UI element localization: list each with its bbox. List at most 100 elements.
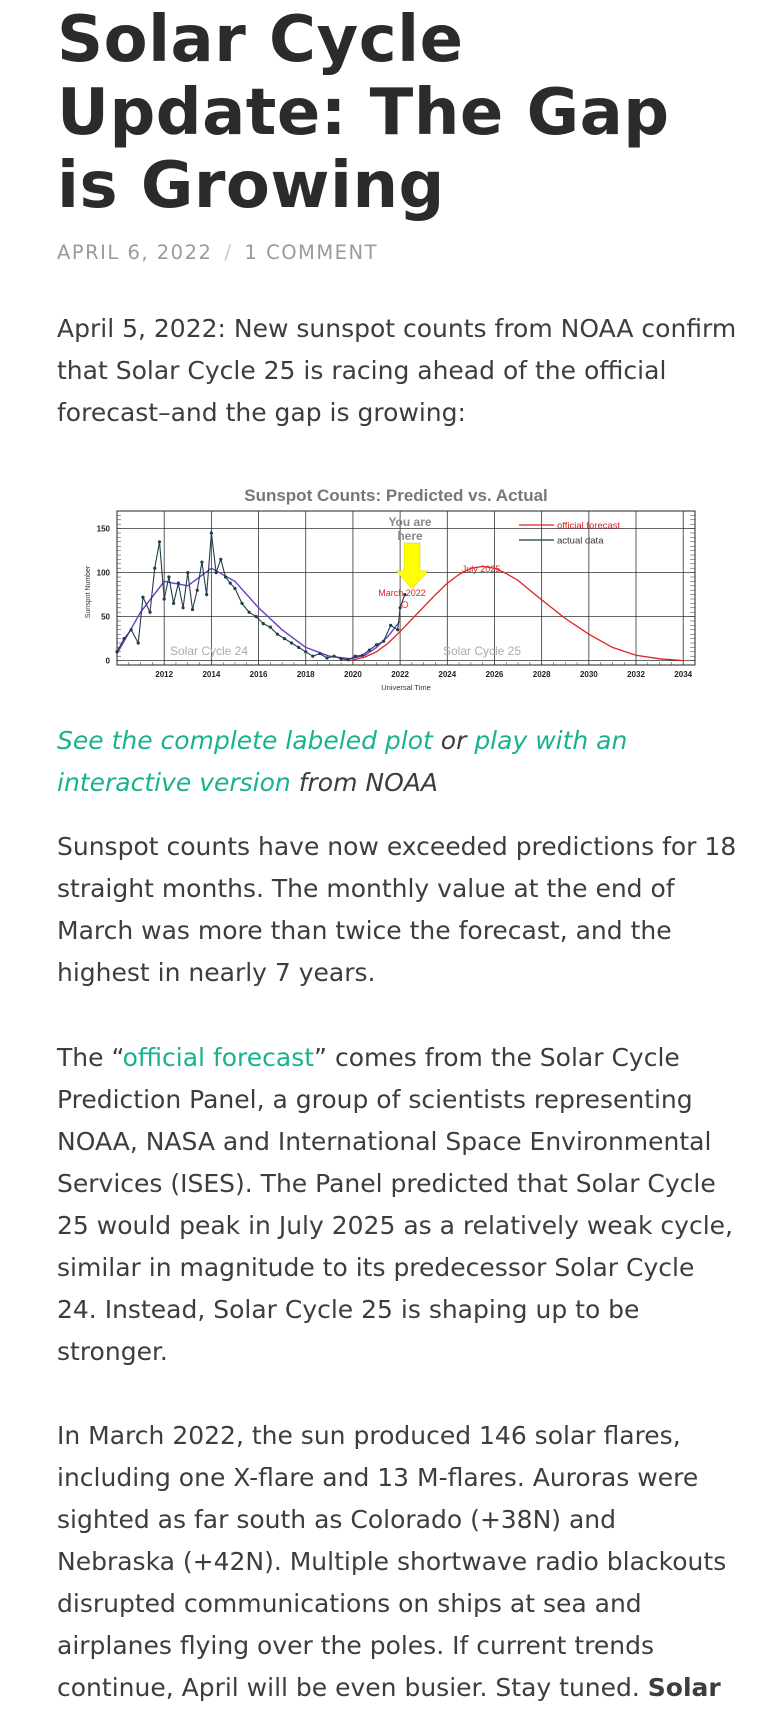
actual-data-point: [122, 637, 126, 641]
you-are-here-label-2: here: [397, 529, 423, 543]
actual-data-point: [172, 601, 176, 605]
you-are-here-label-1: You are: [388, 515, 431, 529]
you-are-here-arrow: [395, 542, 429, 590]
x-tick-label-2012: 2012: [155, 670, 173, 679]
article: Solar Cycle Update: The Gap is Growing A…: [57, 0, 737, 1709]
actual-data-point: [181, 606, 185, 610]
actual-data-point: [247, 610, 251, 614]
p3-before: The “: [57, 1043, 123, 1072]
actual-data-point: [360, 653, 364, 657]
sunspot-chart-svg: Sunspot Counts: Predicted vs. Actual 201…: [85, 486, 696, 692]
caption-from: from NOAA: [290, 768, 438, 797]
y-tick-labels: 0 50 100 150: [97, 525, 111, 666]
post-date-link[interactable]: APRIL 6, 2022: [57, 241, 213, 264]
actual-data-point: [115, 650, 119, 654]
actual-data-point: [374, 643, 379, 647]
actual-data-point: [381, 639, 386, 643]
x-tick-label-2026: 2026: [486, 670, 504, 679]
actual-data-point: [304, 650, 308, 654]
p4-text: In March 2022, the sun produced 146 sola…: [57, 1421, 727, 1702]
actual-data-point: [219, 557, 223, 561]
actual-data-point: [318, 651, 322, 656]
actual-data-point: [398, 606, 402, 610]
x-tick-label-2028: 2028: [533, 670, 551, 679]
official-forecast-link[interactable]: official forecast: [122, 1043, 315, 1072]
y-tick-label-0: 0: [106, 657, 111, 666]
actual-data-point: [346, 658, 350, 662]
cycle25-label: Solar Cycle 25: [443, 644, 521, 658]
actual-data-point: [141, 595, 145, 599]
y-axis-label: Sunspot Number: [85, 565, 92, 618]
x-tick-label-2016: 2016: [250, 670, 268, 679]
forecast-line: [350, 565, 684, 662]
interactive-version-link[interactable]: play with an interactive version: [57, 726, 628, 797]
actual-data-point: [214, 571, 218, 575]
paragraph-flares: In March 2022, the sun produced 146 sola…: [57, 1415, 737, 1709]
actual-data-point: [176, 581, 180, 585]
comments-link[interactable]: 1 COMMENT: [244, 241, 379, 264]
paragraph-forecast: The “official forecast” comes from the S…: [57, 1037, 737, 1373]
x-tick-label-2020: 2020: [344, 670, 362, 679]
actual-data-point: [162, 597, 166, 601]
actual-data-point: [153, 566, 157, 570]
july-2025-label: July 2025: [462, 564, 501, 574]
actual-data-point: [403, 593, 407, 597]
series-group: [115, 531, 684, 662]
paragraph-predictions: Sunspot counts have now exceeded predict…: [57, 832, 737, 987]
actual-data-point: [200, 560, 204, 564]
actual-data-point: [240, 601, 244, 605]
actual-data-point: [367, 648, 372, 652]
x-tick-label-2034: 2034: [674, 670, 692, 679]
x-tick-label-2014: 2014: [202, 670, 220, 679]
march-2022-marker: [401, 601, 409, 608]
actual-data-point: [389, 623, 393, 627]
actual-data-point: [353, 654, 357, 658]
post-meta: APRIL 6, 2022 / 1 COMMENT: [57, 241, 737, 264]
x-tick-labels: 2012 2014 2016 2018 2020 2022 2024 2026 2028 2030…: [155, 670, 692, 679]
actual-data-point: [190, 607, 195, 612]
cycle24-label: Solar Cycle 24: [170, 644, 248, 658]
actual-data-point: [209, 531, 213, 535]
actual-data-point: [396, 628, 400, 632]
x-tick-label-2022: 2022: [391, 670, 409, 679]
actual-data-point: [228, 581, 232, 585]
labeled-plot-link[interactable]: See the complete labeled plot: [57, 726, 433, 755]
p4-bold: Solar: [647, 1673, 721, 1702]
x-tick-label-2030: 2030: [580, 670, 598, 679]
intro-paragraph: April 5, 2022: New sunspot counts from N…: [57, 314, 737, 427]
actual-data-point: [167, 575, 171, 579]
smoothed-trend-line: [116, 567, 401, 660]
actual-data-point: [136, 641, 140, 645]
actual-data-point: [205, 593, 209, 597]
y-tick-label-100: 100: [97, 569, 111, 578]
chart-caption: See the complete labeled plot or play wi…: [57, 720, 737, 804]
actual-data-point: [297, 645, 301, 649]
actual-data-point: [289, 641, 294, 645]
actual-data-point: [261, 622, 265, 626]
x-tick-label-2024: 2024: [438, 670, 456, 679]
actual-data-point: [233, 586, 237, 591]
actual-data-point: [195, 588, 199, 592]
legend-actual-label: actual data: [557, 536, 604, 547]
actual-data-point: [254, 615, 258, 619]
legend-forecast-label: official forecast: [557, 521, 621, 532]
sunspot-chart: Sunspot Counts: Predicted vs. Actual 201…: [49, 480, 733, 704]
x-tick-label-2032: 2032: [627, 670, 645, 679]
x-axis-label: Universal Time: [381, 683, 431, 692]
actual-data-point: [311, 654, 315, 658]
y-tick-label-50: 50: [101, 613, 110, 622]
legend: official forecast actual data: [519, 521, 621, 547]
minor-ticks: [117, 510, 696, 666]
p3-after: ” comes from the Solar Cycle Prediction …: [57, 1043, 733, 1366]
y-tick-label-150: 150: [97, 525, 111, 534]
actual-data-point: [129, 628, 133, 632]
actual-data-point: [325, 656, 329, 660]
meta-separator: /: [224, 241, 233, 264]
actual-data-point: [223, 575, 228, 579]
actual-data-point: [268, 625, 272, 629]
actual-data-point: [282, 637, 287, 641]
actual-data-point: [275, 632, 280, 636]
chart-title: Sunspot Counts: Predicted vs. Actual: [244, 486, 548, 505]
actual-data-point: [148, 610, 152, 614]
actual-data-point: [157, 540, 162, 544]
